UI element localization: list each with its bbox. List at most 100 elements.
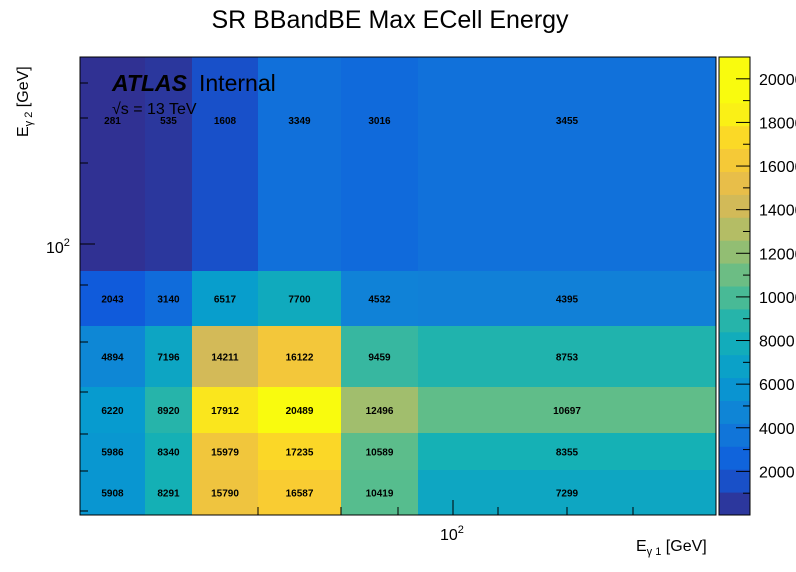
palette-ticks: 2000 4000 6000 8000 10000 12000 14000 16000 1800… (736, 56, 796, 494)
palette-tick-label: 4000 (759, 421, 795, 438)
heatmap-cell (145, 387, 192, 433)
heatmap-cells (80, 57, 716, 515)
heatmap-cell (80, 271, 145, 326)
heatmap-cell (258, 433, 341, 470)
heatmap-cell (258, 387, 341, 433)
heatmap-cell-value: 6220 (101, 406, 124, 417)
heatmap-cell (418, 326, 716, 387)
heatmap-cell-value: 20489 (286, 406, 314, 417)
palette-tick-label: 18000 (759, 115, 796, 132)
heatmap-cell-value: 16587 (286, 489, 314, 500)
heatmap-cell-value: 3140 (157, 295, 180, 306)
heatmap-cell-labels: 281 535 1608 3349 3016 3455 2043 3140 6517 7700 45… (101, 116, 581, 500)
chart-title: SR BBandBE Max ECell Energy (211, 6, 569, 34)
palette-tick-label: 12000 (759, 246, 796, 263)
palette-band (719, 354, 750, 379)
palette-band (719, 286, 750, 310)
heatmap-cell (341, 271, 418, 326)
heatmap-cell-value: 17912 (211, 406, 239, 417)
internal-label: Internal (199, 70, 276, 96)
heatmap-cell-value: 2043 (101, 295, 124, 306)
heatmap-cell (258, 57, 341, 271)
heatmap-cell-value: 5986 (101, 448, 124, 459)
palette-band (719, 331, 750, 356)
heatmap-cell-value: 535 (160, 116, 177, 127)
heatmap-cell (418, 57, 716, 271)
heatmap-cell-value: 15790 (211, 489, 239, 500)
heatmap-cell (145, 271, 192, 326)
heatmap-cell (341, 326, 418, 387)
heatmap-cell (80, 326, 145, 387)
heatmap-cell-value: 4532 (368, 295, 391, 306)
heatmap-cell (192, 326, 258, 387)
heatmap-cell (192, 271, 258, 326)
heatmap-cell-value: 10419 (366, 489, 394, 500)
heatmap-cell (145, 57, 192, 271)
atlas-label: ATLAS (111, 70, 188, 96)
heatmap-cell (80, 57, 145, 271)
heatmap-cell (80, 470, 145, 515)
palette-band (719, 423, 750, 447)
heatmap-cell-value: 8340 (157, 448, 180, 459)
heatmap-cell-value: 17235 (286, 448, 314, 459)
heatmap-cell (341, 433, 418, 470)
palette-tick-label: 2000 (759, 464, 795, 481)
palette-band (719, 171, 750, 195)
palette-band (719, 57, 750, 81)
y-axis-tick-label: 102 (46, 237, 70, 257)
heatmap-cell-value: 8753 (556, 353, 579, 364)
heatmap-cell-value: 3349 (288, 116, 311, 127)
heatmap-cell-value: 281 (104, 116, 121, 127)
heatmap-cell (258, 470, 341, 515)
heatmap-cell (341, 470, 418, 515)
heatmap-cell (418, 387, 716, 433)
heatmap-cell (145, 470, 192, 515)
y-axis-ticks (80, 82, 95, 512)
palette-tick-label: 14000 (759, 203, 796, 220)
heatmap-cell (258, 326, 341, 387)
palette-band (719, 377, 750, 401)
heatmap-cell-value: 9459 (368, 353, 391, 364)
heatmap-cell-value: 10697 (553, 406, 581, 417)
heatmap-cell-value: 16122 (286, 353, 314, 364)
palette-tick-label: 10000 (759, 290, 796, 307)
heatmap-cell-value: 6517 (214, 295, 237, 306)
heatmap-cell (192, 387, 258, 433)
palette-band (719, 240, 750, 264)
heatmap-cell-value: 8355 (556, 448, 579, 459)
palette-band (719, 446, 750, 470)
heatmap-cell-value: 1608 (214, 116, 237, 127)
x-axis-tick-label: 102 (440, 524, 464, 544)
heatmap-cell-value: 7700 (288, 295, 311, 306)
heatmap-cell-value: 7299 (556, 489, 579, 500)
palette-tick-label: 16000 (759, 159, 796, 176)
heatmap-cell (145, 326, 192, 387)
palette-band (719, 125, 750, 150)
heatmap-cell (341, 387, 418, 433)
heatmap-cell (192, 433, 258, 470)
heatmap-cell-value: 3455 (556, 116, 579, 127)
heatmap-cell (80, 387, 145, 433)
heatmap-cell (145, 433, 192, 470)
heatmap-cell (341, 57, 418, 271)
heatmap-cell (258, 271, 341, 326)
heatmap-cell-value: 7196 (157, 353, 180, 364)
palette-band (719, 79, 750, 104)
color-palette (719, 57, 750, 516)
palette-band (719, 148, 750, 172)
heatmap-cell-value: 5908 (101, 489, 124, 500)
heatmap-cell (192, 470, 258, 515)
palette-band (719, 194, 750, 218)
palette-band (719, 469, 750, 493)
palette-band (719, 217, 750, 241)
palette-band (719, 263, 750, 287)
heatmap-cell-value: 8291 (157, 489, 180, 500)
palette-band (719, 492, 750, 516)
palette-tick-label: 6000 (759, 377, 795, 394)
heatmap-cell-value: 4894 (101, 353, 124, 364)
heatmap-cell-value: 15979 (211, 448, 239, 459)
x-axis-title: Eγ 1 [GeV] (636, 538, 707, 558)
heatmap-cell-value: 3016 (368, 116, 391, 127)
palette-band (719, 400, 750, 424)
